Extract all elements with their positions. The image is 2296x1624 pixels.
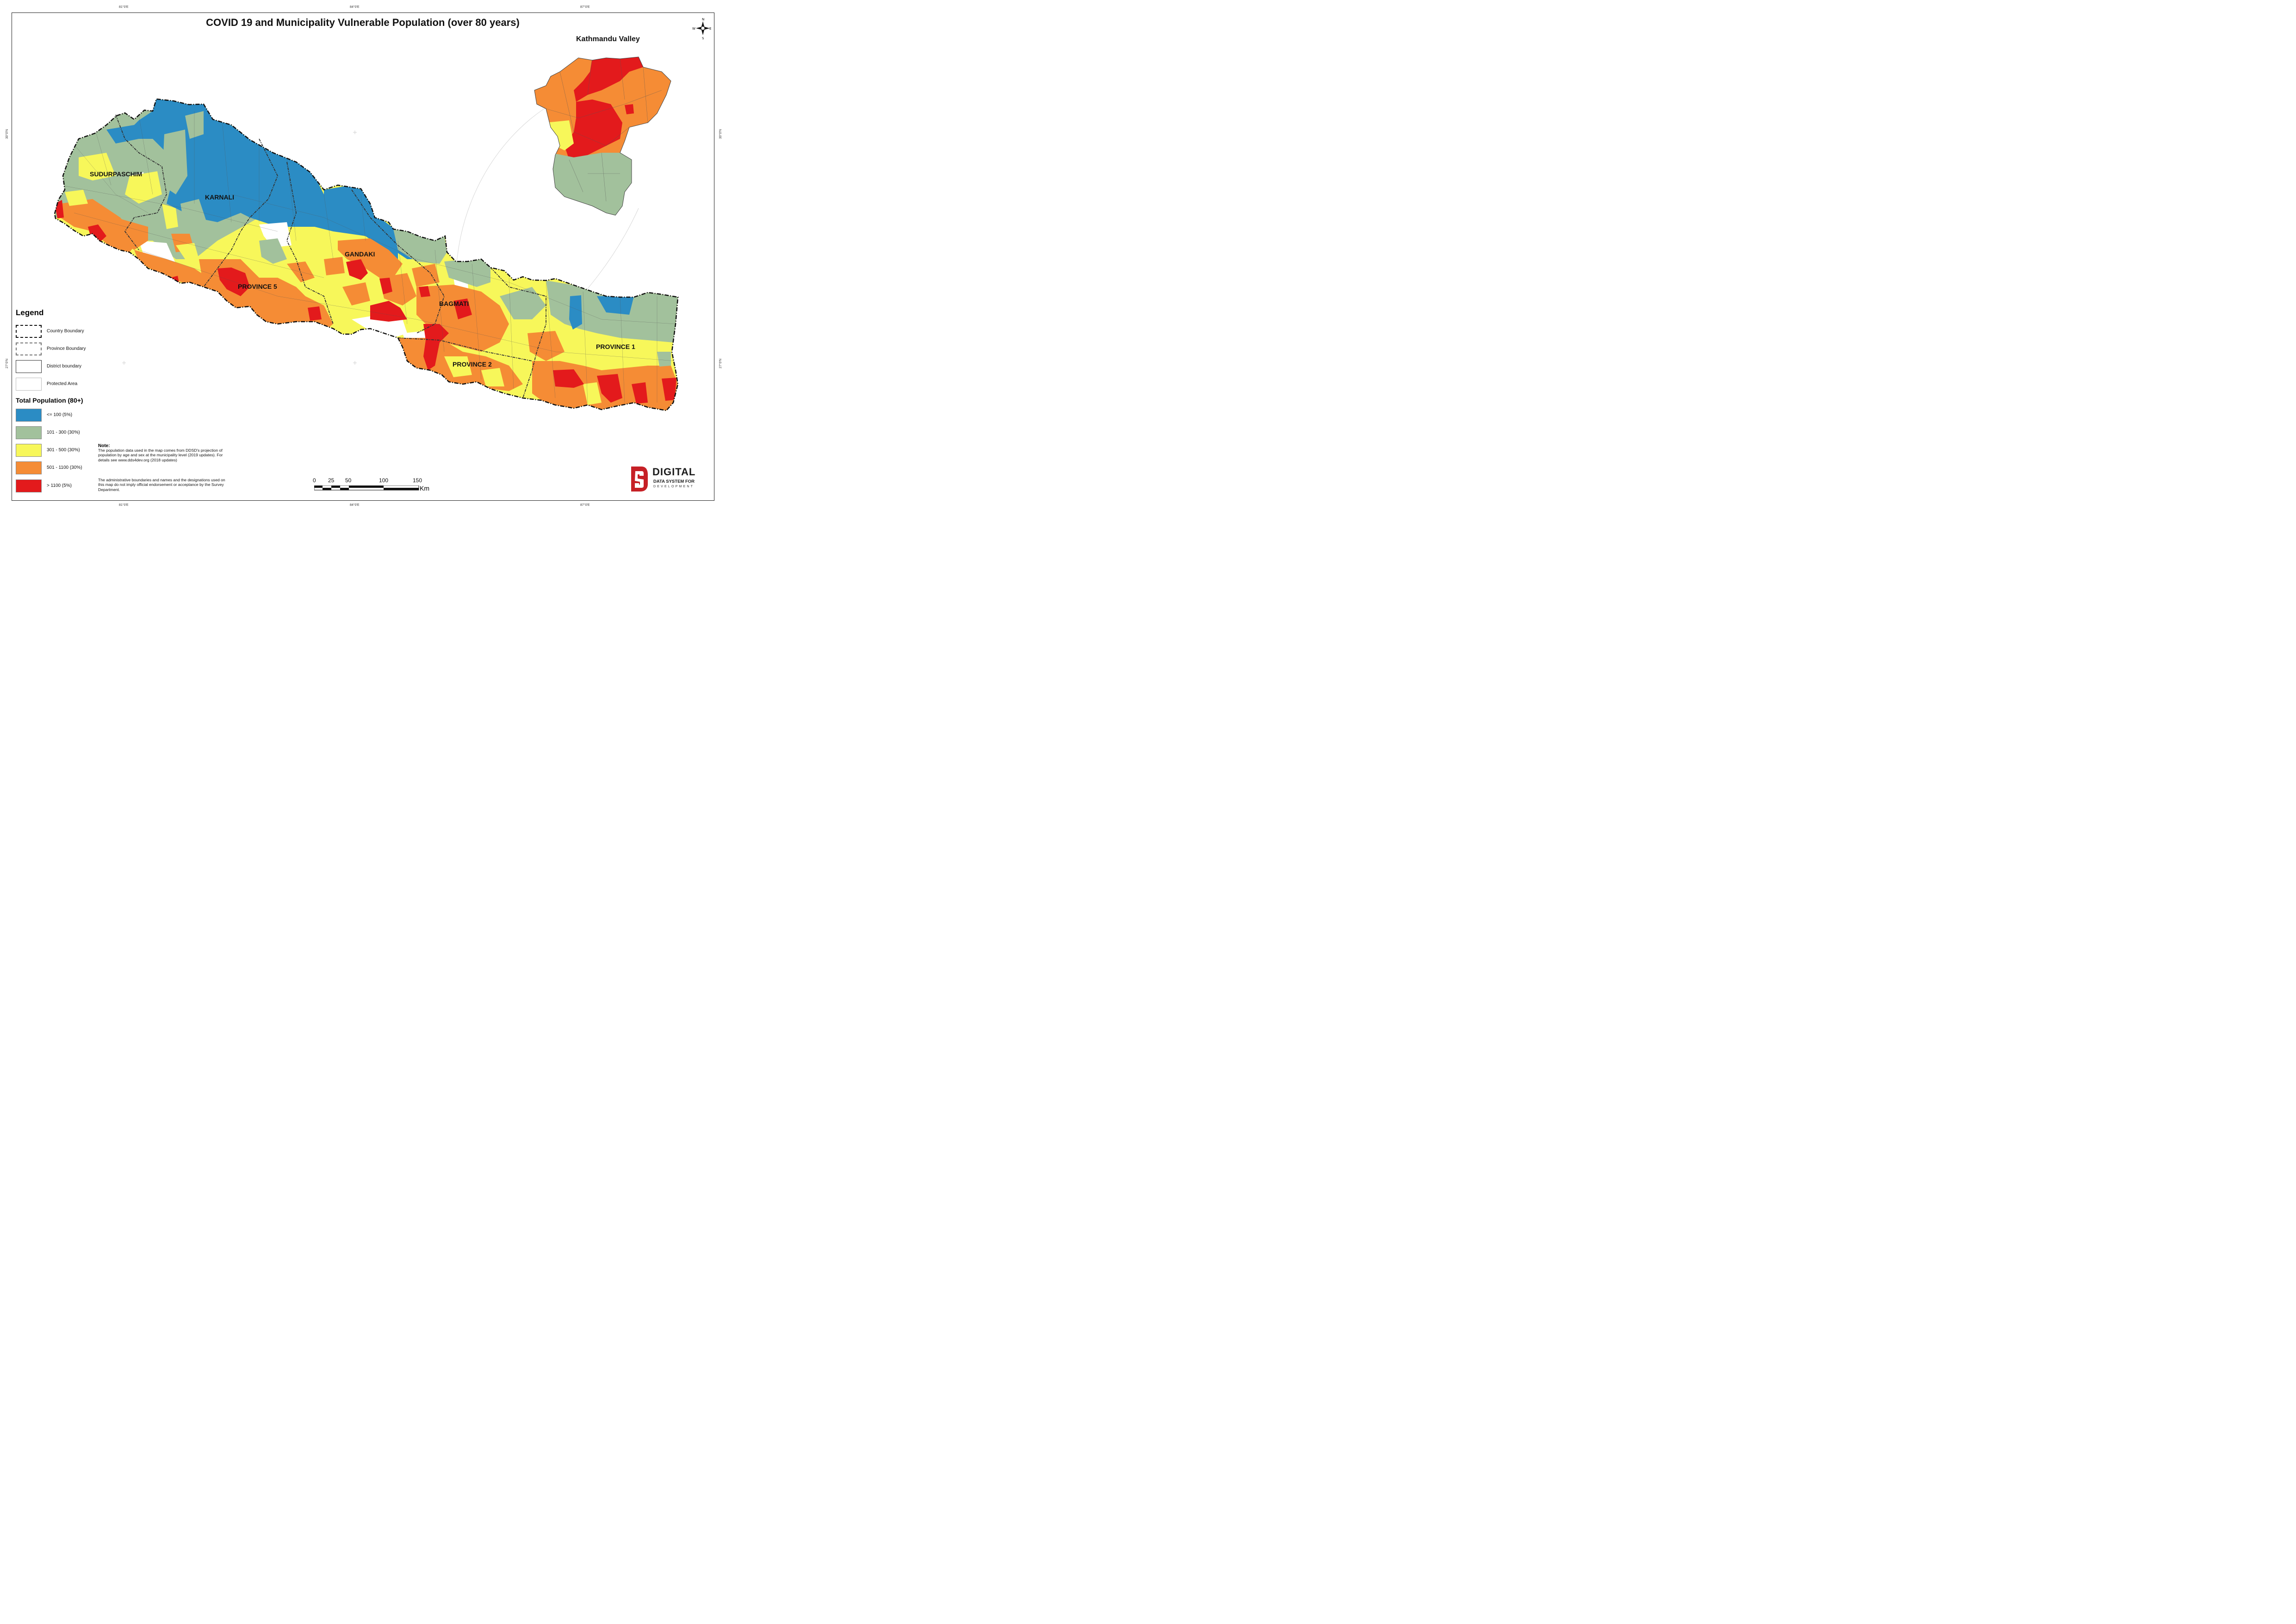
legend-label: 501 - 1100 (30%) [47, 465, 82, 470]
district-boundary-swatch [16, 360, 42, 373]
legend-label: District boundary [47, 364, 82, 369]
legend-item-country-boundary: Country Boundary [16, 325, 94, 339]
province-label-gandaki: GANDAKI [345, 250, 375, 258]
legend-class-4: 501 - 1100 (30%) [16, 461, 94, 475]
legend-item-district-boundary: District boundary [16, 360, 94, 374]
logo-sub2-text: DEVELOPMENT [653, 485, 695, 488]
logo-sub-text: DATA SYSTEM FOR [653, 479, 695, 484]
svg-text:W: W [692, 27, 695, 31]
province-label-province5: PROVINCE 5 [238, 283, 277, 290]
legend-label: <= 100 (5%) [47, 412, 73, 417]
legend-label: Province Boundary [47, 346, 86, 351]
kathmandu-valley-inset [534, 56, 671, 216]
svg-text:E: E [709, 27, 711, 31]
graticule-top-81: 81°0'E [119, 6, 129, 9]
logo-main-text: DIGITAL [652, 466, 696, 478]
scale-tick-25: 25 [328, 477, 335, 484]
note-text-2: The administrative boundaries and names … [98, 478, 225, 492]
scale-tick-100: 100 [379, 477, 389, 484]
map-title: COVID 19 and Municipality Vulnerable Pop… [206, 17, 520, 28]
map-frame [12, 12, 714, 501]
svg-text:S: S [702, 37, 704, 40]
graticule-bottom-81: 81°0'E [119, 504, 129, 507]
note-text-1: The population data used in the map come… [98, 448, 223, 462]
north-arrow-icon: N S E W [692, 18, 711, 40]
class-swatch [16, 409, 42, 422]
graticule-bottom-87: 87°0'E [580, 504, 590, 507]
graticule-top-87: 87°0'E [580, 6, 590, 9]
legend-item-province-boundary: Province Boundary [16, 342, 94, 356]
legend-label: 101 - 300 (30%) [47, 430, 80, 435]
scale-tick-150: 150 [413, 477, 422, 484]
legend-class-2: 101 - 300 (30%) [16, 426, 94, 440]
ddsd-logo: DIGITAL DATA SYSTEM FOR DEVELOPMENT [629, 466, 710, 493]
legend-label: > 1100 (5%) [47, 483, 72, 488]
province-label-province1: PROVINCE 1 [596, 343, 635, 350]
inset-title: Kathmandu Valley [576, 35, 640, 43]
province-label-sudurpaschim: SUDURPASCHIM [90, 170, 143, 178]
province-label-province2: PROVINCE 2 [453, 361, 492, 368]
class-swatch [16, 444, 42, 457]
province-label-bagmati: BAGMATI [439, 300, 469, 307]
ddsd-logo-icon [631, 467, 648, 492]
legend-class-5: > 1100 (5%) [16, 479, 94, 493]
country-boundary-swatch [16, 325, 42, 338]
province-boundary-swatch [16, 342, 42, 355]
scale-tick-50: 50 [345, 477, 352, 484]
graticule-top-84: 84°0'E [350, 6, 360, 9]
class-swatch [16, 426, 42, 439]
scale-unit: Km [420, 485, 429, 492]
class-swatch [16, 479, 42, 492]
protected-area-swatch [16, 378, 42, 391]
svg-text:N: N [702, 18, 704, 21]
legend-label: Protected Area [47, 381, 78, 386]
scale-tick-0: 0 [313, 477, 316, 484]
legend-item-protected-area: Protected Area [16, 378, 94, 392]
scale-bar [314, 485, 419, 491]
legend-class-3: 301 - 500 (30%) [16, 444, 94, 458]
legend-label: 301 - 500 (30%) [47, 448, 80, 453]
graticule-bottom-84: 84°0'E [350, 504, 360, 507]
note-heading: Note: [98, 443, 110, 448]
province-label-karnali: KARNALI [205, 193, 234, 201]
legend-label: Country Boundary [47, 329, 84, 334]
legend-title: Legend [16, 308, 44, 317]
classes-title: Total Population (80+) [16, 397, 83, 404]
class-swatch [16, 461, 42, 474]
legend-class-1: <= 100 (5%) [16, 409, 94, 423]
